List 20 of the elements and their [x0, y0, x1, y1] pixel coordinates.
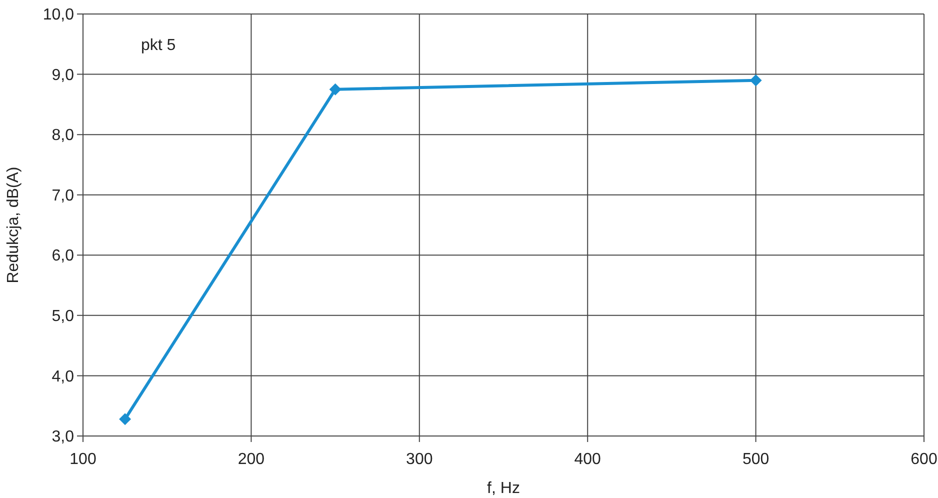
point	[329, 83, 342, 96]
y-tick-label: 5,0	[52, 308, 74, 326]
x-axis-title: f, Hz	[487, 480, 520, 497]
y-tick-label: 4,0	[52, 368, 74, 386]
x-tick-label: 500	[742, 451, 770, 468]
y-tick-label: 9,0	[52, 66, 74, 84]
y-tick-label: 8,0	[52, 127, 74, 144]
x-tick-label: 600	[910, 451, 938, 468]
point	[750, 74, 762, 86]
annotation: pkt 5	[141, 37, 176, 54]
x-tick-label: 200	[238, 451, 265, 468]
x-tick-label: 300	[406, 451, 433, 468]
point	[119, 413, 132, 426]
y-tick-label: 3,0	[52, 428, 74, 446]
y-tick-label: 6,0	[52, 248, 74, 265]
x-tick-label: 400	[574, 451, 602, 468]
y-tick-label: 7,0	[52, 187, 74, 204]
x-tick-label: 100	[70, 451, 96, 468]
y-axis-title: Redukcja, dB(A)	[5, 166, 22, 284]
y-tick-label: 10,0	[42, 6, 74, 24]
